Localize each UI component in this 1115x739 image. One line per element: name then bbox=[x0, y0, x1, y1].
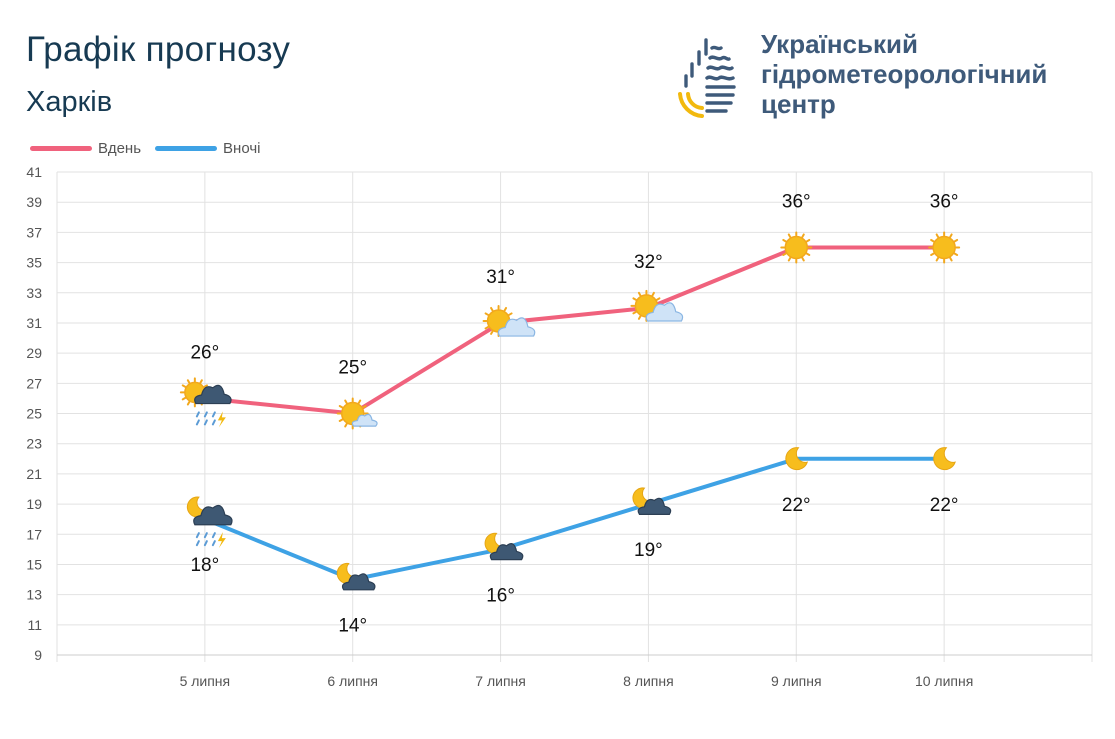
organization-name-line1: Український bbox=[761, 29, 918, 59]
moon-with-cloud-icon bbox=[632, 487, 672, 515]
moon-with-cloud-icon bbox=[336, 562, 376, 591]
y-tick-label: 21 bbox=[26, 466, 42, 482]
moon-icon bbox=[933, 447, 956, 471]
city-name: Харків bbox=[26, 86, 113, 118]
y-tick-label: 23 bbox=[26, 436, 42, 452]
water-drop-sun-logo-icon bbox=[678, 38, 736, 118]
sun-with-cloud-icon bbox=[630, 289, 684, 322]
y-tick-label: 37 bbox=[26, 224, 42, 240]
day-temperature-label: 36° bbox=[930, 191, 959, 212]
chart-legend: Вдень Вночі bbox=[30, 140, 274, 157]
legend-swatch-night bbox=[155, 146, 218, 151]
x-tick-label: 9 липня bbox=[771, 673, 822, 689]
y-tick-label: 9 bbox=[34, 647, 42, 663]
organization-name-line3: центр bbox=[761, 89, 836, 119]
day-temperature-label: 26° bbox=[190, 342, 219, 363]
moon-icon bbox=[785, 447, 809, 471]
sun-with-cloud-icon bbox=[482, 304, 536, 337]
y-tick-label: 41 bbox=[26, 164, 42, 180]
x-tick-label: 7 липня bbox=[475, 673, 526, 689]
organization-name: Український гідрометеорологічний центр bbox=[761, 29, 1047, 119]
legend-label-day: Вдень bbox=[98, 140, 142, 157]
partly-cloudy-thunderstorm-rain-icon bbox=[179, 377, 232, 428]
chart-title: Графік прогнозу bbox=[26, 30, 291, 69]
sun-icon bbox=[780, 231, 813, 264]
day-temperature-label: 25° bbox=[338, 358, 367, 379]
y-tick-label: 33 bbox=[26, 285, 42, 301]
y-tick-label: 13 bbox=[26, 587, 42, 603]
night-temperature-label: 14° bbox=[338, 616, 367, 637]
y-tick-label: 15 bbox=[26, 556, 42, 572]
sun-icon bbox=[928, 231, 961, 264]
night-series-line bbox=[204, 456, 945, 582]
y-tick-label: 17 bbox=[26, 526, 42, 542]
y-tick-label: 35 bbox=[26, 255, 42, 271]
x-tick-label: 5 липня bbox=[180, 673, 231, 689]
legend-item-night[interactable]: Вночі bbox=[155, 140, 260, 157]
y-tick-label: 25 bbox=[26, 406, 42, 422]
sun-with-small-cloud-icon bbox=[336, 397, 378, 430]
night-temperature-label: 18° bbox=[190, 555, 219, 576]
y-tick-label: 29 bbox=[26, 345, 42, 361]
y-tick-label: 19 bbox=[26, 496, 42, 512]
day-series-line bbox=[204, 245, 945, 416]
x-tick-label: 6 липня bbox=[327, 673, 378, 689]
day-temperature-label: 36° bbox=[782, 191, 811, 212]
y-tick-label: 27 bbox=[26, 375, 42, 391]
moon-with-cloud-icon bbox=[484, 532, 524, 561]
night-temperature-label: 22° bbox=[930, 495, 959, 516]
legend-swatch-day bbox=[30, 146, 92, 151]
x-tick-label: 8 липня bbox=[623, 673, 674, 689]
legend-label-night: Вночі bbox=[223, 140, 261, 157]
chart-grid bbox=[56, 171, 1093, 662]
day-temperature-label: 31° bbox=[486, 267, 515, 288]
day-temperature-label: 32° bbox=[634, 252, 663, 273]
organization-name-line2: гідрометеорологічний bbox=[761, 59, 1048, 89]
night-temperature-label: 19° bbox=[634, 540, 663, 561]
x-tick-label: 10 липня bbox=[915, 673, 973, 689]
night-temperature-label: 16° bbox=[486, 585, 515, 606]
moon-cloud-thunderstorm-rain-icon bbox=[186, 496, 233, 549]
y-tick-label: 11 bbox=[27, 617, 42, 633]
y-tick-label: 31 bbox=[26, 315, 42, 331]
night-temperature-label: 22° bbox=[782, 495, 811, 516]
y-tick-label: 39 bbox=[26, 194, 42, 210]
legend-item-day[interactable]: Вдень bbox=[30, 140, 141, 157]
